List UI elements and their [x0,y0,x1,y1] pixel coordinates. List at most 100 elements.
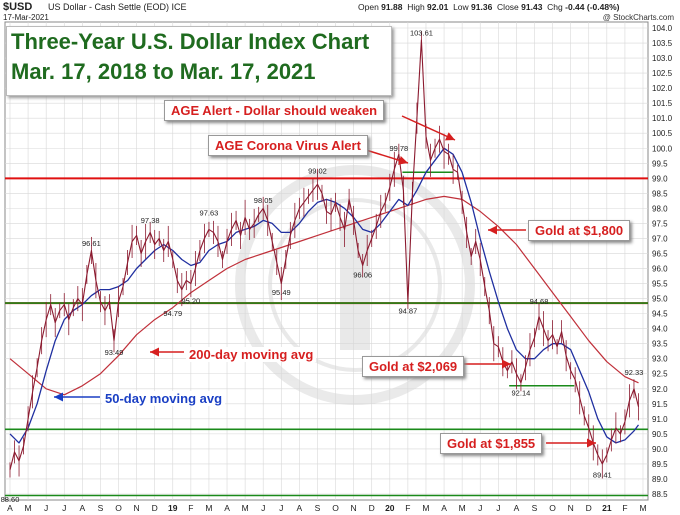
x-tick-label: M [459,503,466,513]
y-tick-label: 95.0 [652,295,668,304]
x-tick-label: 21 [602,503,612,513]
x-tick-label: A [80,503,86,513]
y-tick-label: 100.0 [652,144,673,153]
watermark-bar [340,220,370,350]
chart-header: $USD US Dollar - Cash Settle (EOD) ICE 1… [0,0,680,22]
x-tick-label: J [496,503,500,513]
value-label: 97.63 [200,209,219,218]
x-tick-label: S [98,503,104,513]
x-tick-label: S [532,503,538,513]
x-tick-label: 19 [168,503,178,513]
ohlc-readout: Open 91.88 High 92.01 Low 91.36 Close 91… [358,2,620,12]
y-tick-label: 99.5 [652,159,668,168]
y-tick-label: 98.0 [652,204,668,213]
x-tick-label: M [205,503,212,513]
x-tick-label: A [514,503,520,513]
ma200-note: 200-day moving avg [186,347,317,362]
x-tick-label: A [224,503,230,513]
x-tick-label: F [405,503,410,513]
x-tick-label: N [351,503,357,513]
y-tick-label: 92.5 [652,370,668,379]
y-tick-label: 103.0 [652,54,673,63]
value-label: 93.49 [105,348,124,357]
x-tick-label: M [242,503,249,513]
y-tick-label: 101.0 [652,114,673,123]
x-tick-label: D [369,503,375,513]
gold-2069-note: Gold at $2,069 [362,356,465,377]
y-tick-label: 92.0 [652,385,668,394]
x-tick-label: O [115,503,122,513]
x-tick-label: D [586,503,592,513]
value-label: 89.41 [593,471,612,480]
y-tick-label: 100.5 [652,129,673,138]
age-alert-arrow [401,115,456,141]
x-tick-label: N [134,503,140,513]
y-tick-label: 93.5 [652,340,668,349]
y-tick-label: 90.0 [652,445,668,454]
y-tick-label: 93.0 [652,355,668,364]
watermark-seal [235,165,475,405]
symbol: $USD [3,1,33,13]
y-tick-label: 102.0 [652,84,673,93]
header-date: 17-Mar-2021 [3,13,49,22]
y-tick-label: 96.5 [652,249,668,258]
y-tick-label: 95.5 [652,280,668,289]
value-label: 98.05 [254,196,273,205]
x-tick-label: S [315,503,321,513]
y-tick-label: 91.0 [652,415,668,424]
watermark-ring [235,165,475,405]
x-tick-label: F [622,503,627,513]
chart-subtitle: Mar. 17, 2018 to Mar. 17, 2021 [11,59,316,84]
value-label: 99.02 [308,167,327,176]
value-label: 99.78 [389,144,408,153]
value-label: 92.33 [625,368,644,377]
corona-alert-note: AGE Corona Virus Alert [208,135,368,156]
y-tick-label: 88.5 [652,490,668,499]
value-label: 96.06 [353,271,372,280]
y-tick-label: 97.5 [652,219,668,228]
ma50-note: 50-day moving avg [102,391,226,406]
y-tick-label: 90.5 [652,430,668,439]
corona-alert-arrow [365,149,409,165]
watermark-inner-ring [268,198,442,372]
x-tick-label: A [7,503,13,513]
x-tick-label: 20 [385,503,395,513]
y-tick-label: 98.5 [652,189,668,198]
value-label: 94.79 [163,309,182,318]
y-tick-label: 101.5 [652,99,673,108]
y-tick-label: 103.5 [652,39,673,48]
y-tick-label: 89.0 [652,475,668,484]
value-label: 94.87 [398,306,417,315]
x-tick-label: J [261,503,265,513]
y-tick-label: 104.0 [652,24,673,33]
gold-1855-note: Gold at $1,855 [440,433,543,454]
x-tick-label: M [422,503,429,513]
value-label: 96.61 [82,239,101,248]
y-tick-label: 94.5 [652,310,668,319]
x-tick-label: F [188,503,193,513]
y-tick-label: 89.5 [652,460,668,469]
value-label: 95.20 [181,297,200,306]
x-tick-label: D [152,503,158,513]
y-tick-label: 94.0 [652,325,668,334]
description: US Dollar - Cash Settle (EOD) ICE [48,2,187,12]
value-label: 103.61 [410,29,433,38]
ma200-line [9,195,639,396]
x-tick-label: J [279,503,283,513]
x-tick-label: J [62,503,66,513]
x-tick-label: J [478,503,482,513]
x-tick-label: N [568,503,574,513]
x-tick-label: J [44,503,48,513]
gold-1800-note: Gold at $1,800 [528,220,631,241]
age-alert-note: AGE Alert - Dollar should weaken [164,100,385,121]
x-tick-label: A [297,503,303,513]
stockcharts-credit: @ StockCharts.com [602,13,674,22]
x-tick-label: M [639,503,646,513]
chart-title-box: Three-Year U.S. Dollar Index Chart Mar. … [6,26,392,96]
value-label: 95.49 [272,288,291,297]
chart-title: Three-Year U.S. Dollar Index Chart [11,29,370,54]
value-label: 88.60 [1,495,20,504]
value-label: 97.38 [141,216,160,225]
y-tick-label: 102.5 [652,69,673,78]
